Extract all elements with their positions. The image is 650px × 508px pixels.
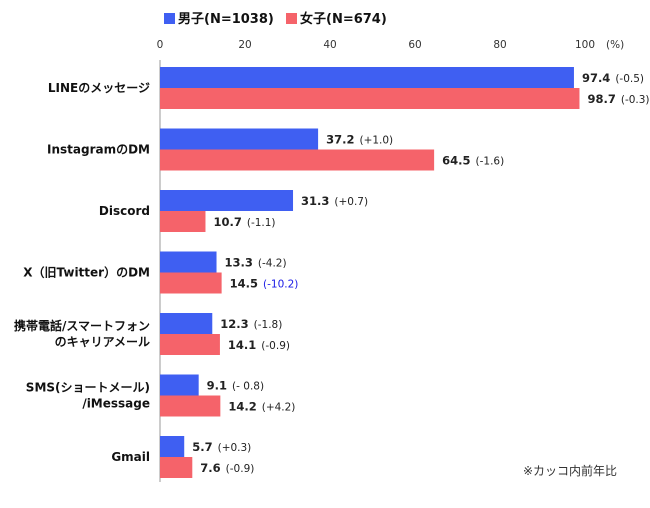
data-label: 14.5 (-10.2) bbox=[230, 277, 299, 291]
data-label: 31.3 (+0.7) bbox=[301, 194, 368, 208]
legend-label: 男子(N=1038) bbox=[178, 12, 274, 27]
legend-swatch bbox=[286, 13, 297, 24]
data-label: 97.4 (-0.5) bbox=[582, 71, 644, 85]
legend-label: 女子(N=674) bbox=[300, 11, 387, 27]
data-label: 98.7 (-0.3) bbox=[587, 92, 649, 106]
x-tick-label: 80 bbox=[493, 39, 506, 51]
bars: 97.4 (-0.5) 98.7 (-0.3) 37.2 (+1.0) 64.5 (-1.6)… bbox=[159, 60, 650, 482]
bar bbox=[160, 67, 574, 88]
data-label: 9.1 (- 0.8) bbox=[207, 379, 264, 393]
bar bbox=[160, 395, 221, 417]
x-tick-label: 100 bbox=[575, 39, 595, 51]
x-tick-label: 0 bbox=[157, 39, 164, 51]
category-label: 携帯電話/スマートフォン bbox=[14, 318, 150, 333]
x-tick-label: 20 bbox=[238, 39, 251, 51]
category-label: Discord bbox=[99, 204, 150, 218]
category-label: のキャリアメール bbox=[55, 335, 150, 349]
x-axis: 0 20 40 60 80 100 (%) bbox=[157, 39, 625, 51]
chart-legend: 男子(N=1038) 女子(N=674) bbox=[164, 11, 387, 27]
category-label: SMS(ショートメール) bbox=[26, 381, 150, 395]
category-labels: LINEのメッセージ InstagramのDM Discord X（旧Twitter）… bbox=[14, 81, 150, 464]
data-label: 13.3 (-4.2) bbox=[225, 256, 287, 270]
bar bbox=[160, 272, 222, 294]
bar bbox=[160, 374, 199, 396]
data-label: 14.2 (+4.2) bbox=[228, 400, 295, 414]
data-label: 37.2 (+1.0) bbox=[326, 133, 393, 147]
legend-swatch bbox=[164, 13, 175, 24]
data-label: 14.1 (-0.9) bbox=[228, 338, 290, 352]
category-label: InstagramのDM bbox=[47, 143, 150, 157]
bar bbox=[160, 88, 580, 109]
data-label: 10.7 (-1.1) bbox=[213, 215, 275, 229]
category-label: LINEのメッセージ bbox=[48, 81, 150, 95]
category-label: X（旧Twitter）のDM bbox=[23, 265, 150, 280]
bar bbox=[160, 190, 294, 211]
footnote: ※カッコ内前年比 bbox=[523, 463, 617, 478]
data-label: 5.7 (+0.3) bbox=[192, 440, 251, 454]
x-axis-unit: (%) bbox=[606, 39, 624, 51]
data-label: 12.3 (-1.8) bbox=[220, 317, 282, 331]
category-label: /iMessage bbox=[82, 397, 150, 411]
category-label: Gmail bbox=[111, 450, 150, 464]
bar bbox=[160, 334, 220, 355]
bar bbox=[160, 436, 185, 457]
bar bbox=[160, 313, 213, 334]
x-tick-label: 40 bbox=[323, 39, 336, 51]
bar bbox=[160, 251, 217, 273]
x-tick-label: 60 bbox=[408, 39, 421, 51]
data-label: 64.5 (-1.6) bbox=[442, 154, 504, 168]
bar bbox=[160, 128, 319, 150]
bar bbox=[160, 149, 435, 171]
bar bbox=[160, 457, 193, 478]
data-label: 7.6 (-0.9) bbox=[200, 461, 254, 475]
bar bbox=[160, 211, 206, 232]
